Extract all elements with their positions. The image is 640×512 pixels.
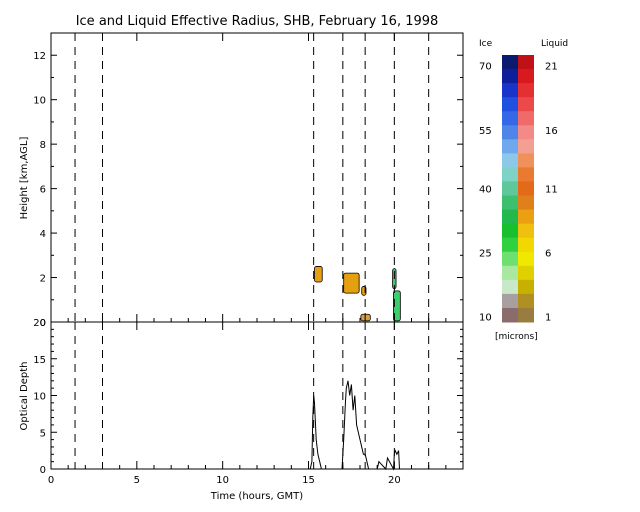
colorbar-ice-swatch: [502, 125, 518, 140]
colorbar-ice-swatch: [502, 265, 518, 281]
time-axis-label: Time (hours, GMT): [210, 491, 304, 502]
radius-x-ticks: [50, 33, 447, 322]
colorbar-ice-tick: 70: [479, 62, 492, 73]
optical-depth-tick-label: 10: [33, 392, 46, 403]
colorbar-ticks: 70 55 40 25 10 21 16 11 6 1: [479, 62, 558, 324]
colorbar-ice-tick: 10: [479, 313, 492, 324]
colorbar-ice-swatch: [502, 307, 518, 323]
optical-depth-ticks: 0 5 10 15 20: [33, 318, 463, 476]
colorbar-liquid-tick: 6: [545, 249, 551, 260]
colorbar-ice-tick: 55: [479, 126, 492, 137]
colorbar-liquid-swatch: [518, 209, 534, 225]
time-ticks: 0 5 10 15 20: [48, 322, 447, 486]
colorbar-liquid-tick: 1: [545, 313, 551, 324]
colorbar-ice-swatch: [502, 139, 518, 154]
colorbar-liquid-swatch: [518, 55, 534, 70]
colorbar-ice-swatch: [502, 97, 518, 112]
colorbar-ice-swatch: [502, 69, 518, 84]
colorbar-liquid-swatch: [518, 125, 534, 140]
height-tick-label: 2: [40, 274, 46, 285]
colorbar-liquid-tick: 21: [545, 62, 558, 73]
colorbar-ice-swatch: [502, 83, 518, 98]
colorbar-liquid-swatch: [518, 69, 534, 84]
time-dashed-lines: [74, 322, 430, 469]
colorbar-ice-scale: [502, 55, 518, 323]
liquid-cloud-patch: [343, 272, 360, 294]
optical-depth-tick-label: 5: [40, 428, 46, 439]
optical-depth-tick-label: 0: [40, 465, 46, 476]
colorbar-ice-label: Ice: [479, 39, 493, 49]
colorbar-liquid-swatch: [518, 251, 534, 267]
height-tick-label: 10: [33, 96, 46, 107]
colorbar-liquid-swatch: [518, 307, 534, 323]
height-axis-label: Height [km,AGL]: [19, 137, 30, 220]
height-ticks: 0 2 4 6 8 10 12: [33, 32, 463, 329]
height-tick-label: 4: [40, 229, 46, 240]
colorbar-ice-swatch: [502, 293, 518, 309]
colorbar-liquid-swatch: [518, 223, 534, 239]
colorbar-units-label: [microns]: [495, 332, 538, 342]
colorbar-liquid-swatch: [518, 167, 534, 182]
colorbar-ice-swatch: [502, 167, 518, 182]
colorbar-ice-swatch: [502, 209, 518, 225]
chart-title: Ice and Liquid Effective Radius, SHB, Fe…: [76, 14, 439, 29]
colorbar-ice-swatch: [502, 111, 518, 126]
colorbar-liquid-swatch: [518, 111, 534, 126]
colorbar-liquid-scale: [518, 55, 534, 323]
colorbar-ice-tick: 40: [479, 185, 492, 196]
height-tick-label: 8: [40, 140, 46, 151]
colorbar-liquid-swatch: [518, 97, 534, 112]
colorbar-liquid-tick: 16: [545, 126, 558, 137]
colorbar-ice-swatch: [502, 251, 518, 267]
optical-depth-plot-frame: [50, 321, 464, 470]
ice-cloud-patch: [393, 290, 401, 322]
time-tick-label: 0: [48, 475, 54, 486]
height-tick-label: 0: [40, 318, 46, 329]
cloud-patches: [314, 266, 401, 322]
colorbar-ice-swatch: [502, 223, 518, 239]
optical-depth-line: [309, 380, 400, 471]
colorbar-ice-swatch: [502, 237, 518, 253]
colorbar-ice-swatch: [502, 181, 518, 197]
colorbar-liquid-swatch: [518, 181, 534, 197]
optical-depth-tick-label: 15: [33, 355, 46, 366]
radius-plot-frame: [50, 32, 464, 323]
colorbar-liquid-swatch: [518, 279, 534, 295]
colorbar-ice-swatch: [502, 153, 518, 168]
colorbar-liquid-label: Liquid: [541, 39, 568, 49]
optical-depth-tick-label: 20: [33, 318, 46, 329]
liquid-cloud-patch: [314, 266, 323, 283]
colorbar-liquid-tick: 11: [545, 185, 558, 196]
time-dashed-lines: [74, 33, 430, 322]
colorbar-liquid-swatch: [518, 265, 534, 281]
time-tick-label: 10: [216, 475, 229, 486]
time-tick-label: 20: [388, 475, 401, 486]
height-tick-label: 6: [40, 185, 46, 196]
colorbar: Ice Liquid 70 55 40 25 10 21 16 11 6 1 [microns]: [479, 39, 568, 342]
colorbar-liquid-swatch: [518, 153, 534, 168]
optical-depth-panel: 0 5 10 15 20 0 5 10 15 20 Optical Depth Time (ho…: [19, 318, 464, 502]
colorbar-ice-tick: 25: [479, 249, 492, 260]
optical-depth-axis-label: Optical Depth: [19, 362, 30, 431]
colorbar-liquid-swatch: [518, 195, 534, 211]
height-tick-label: 12: [33, 51, 46, 62]
colorbar-ice-swatch: [502, 55, 518, 70]
time-tick-label: 15: [302, 475, 315, 486]
colorbar-liquid-swatch: [518, 293, 534, 309]
colorbar-ice-swatch: [502, 195, 518, 211]
colorbar-liquid-swatch: [518, 237, 534, 253]
time-tick-label: 5: [134, 475, 140, 486]
colorbar-liquid-swatch: [518, 139, 534, 154]
colorbar-ice-swatch: [502, 279, 518, 295]
radius-panel: 0 2 4 6 8 10 12 Height [km,AGL]: [19, 32, 464, 329]
colorbar-liquid-swatch: [518, 83, 534, 98]
